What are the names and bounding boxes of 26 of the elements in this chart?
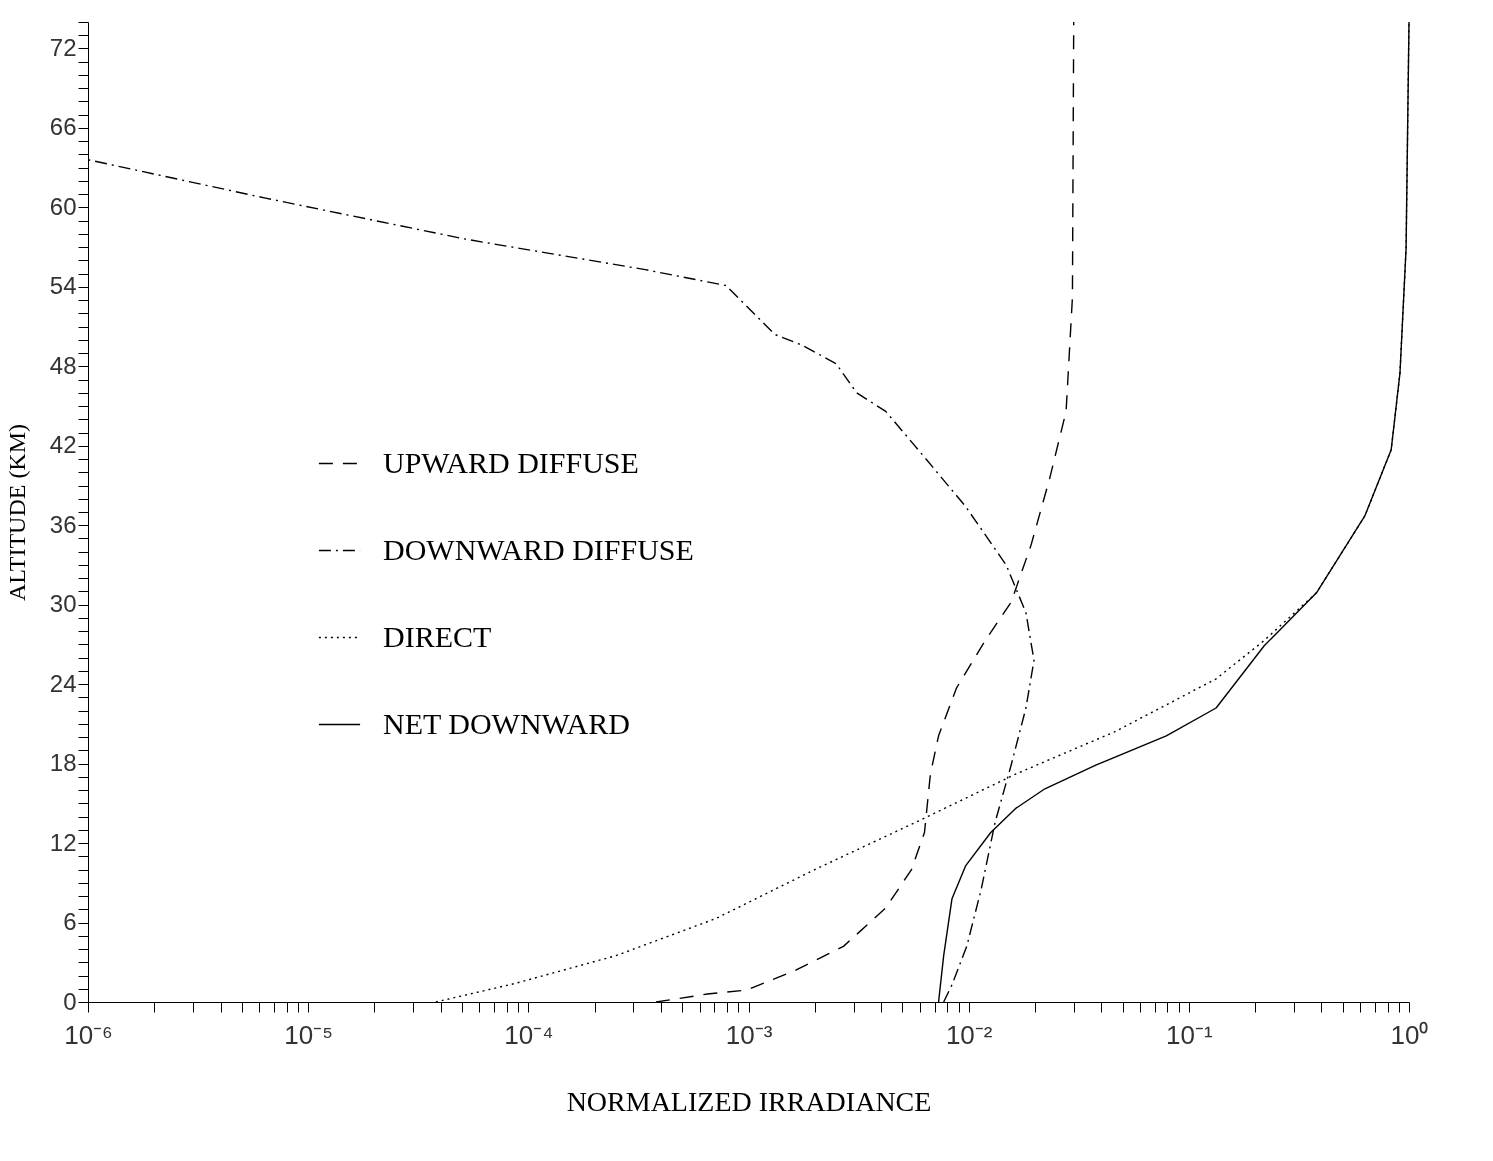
y-tick-label: 72 [49, 33, 77, 61]
y-tick-label: 12 [49, 828, 77, 856]
y-axis-title: ALTITUDE (KM) [3, 423, 30, 602]
y-tick-label: 48 [49, 351, 77, 379]
legend-label: DIRECT [383, 619, 492, 653]
x-tick-label: 10⁰ [1390, 1019, 1429, 1050]
y-tick-label: 54 [49, 272, 77, 300]
x-tick-label: 10⁻⁵ [284, 1019, 334, 1050]
y-tick-label: 42 [49, 431, 77, 459]
x-tick-label: 10⁻³ [725, 1019, 773, 1050]
x-axis-title: NORMALIZED IRRADIANCE [566, 1085, 932, 1117]
legend-label: DOWNWARD DIFFUSE [383, 532, 694, 566]
y-tick-label: 66 [49, 113, 77, 141]
x-tick-label: 10⁻⁶ [64, 1019, 113, 1050]
legend-label: UPWARD DIFFUSE [383, 445, 639, 479]
y-tick-label: 60 [49, 192, 77, 220]
y-tick-label: 24 [49, 669, 77, 697]
x-tick-label: 10⁻⁴ [504, 1019, 554, 1050]
legend-label: NET DOWNWARD [383, 706, 630, 740]
y-tick-label: 0 [63, 987, 77, 1015]
x-tick-label: 10⁻² [945, 1019, 993, 1050]
x-tick-label: 10⁻¹ [1166, 1019, 1213, 1050]
y-tick-label: 30 [49, 590, 77, 618]
y-tick-label: 6 [63, 908, 77, 936]
y-tick-label: 36 [49, 510, 77, 538]
y-tick-label: 18 [49, 749, 77, 777]
